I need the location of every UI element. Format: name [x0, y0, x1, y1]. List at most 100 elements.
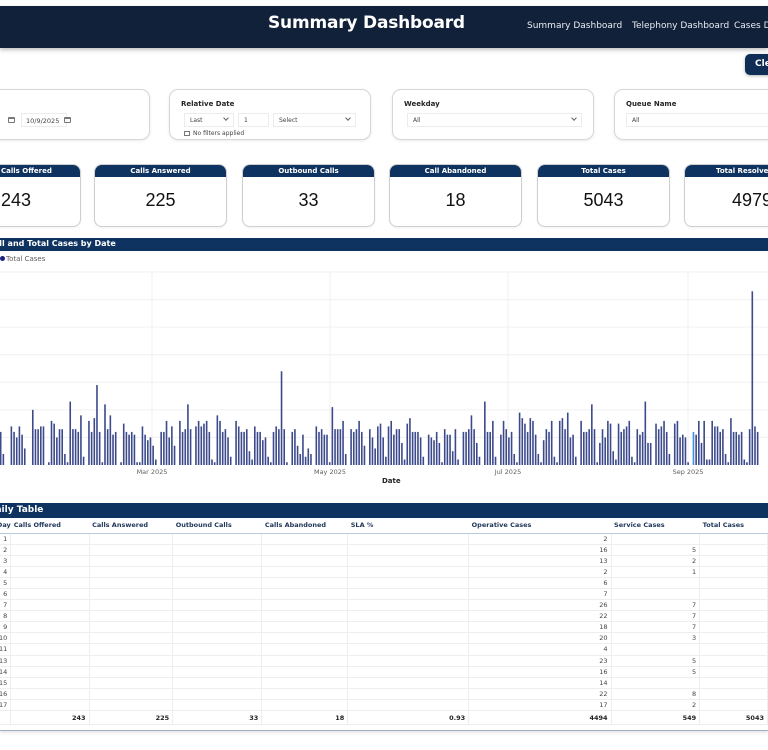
- bar-total-cases[interactable]: [189, 429, 192, 465]
- bar-total-cases[interactable]: [264, 437, 267, 465]
- bar-total-cases[interactable]: [112, 434, 114, 465]
- bar-total-cases[interactable]: [738, 434, 740, 465]
- bar-total-cases[interactable]: [583, 431, 585, 465]
- bar-total-cases[interactable]: [53, 423, 55, 465]
- bar-total-cases[interactable]: [61, 429, 64, 465]
- bar-total-cases[interactable]: [449, 434, 451, 465]
- bar-total-cases[interactable]: [572, 434, 574, 465]
- relative-count-input[interactable]: 1: [238, 113, 269, 127]
- bar-total-cases[interactable]: [550, 420, 553, 465]
- bar-total-cases[interactable]: [227, 437, 229, 465]
- table-row[interactable]: 14 165: [0, 666, 768, 678]
- bar-total-cases[interactable]: [484, 401, 486, 465]
- bar-total-cases[interactable]: [323, 434, 326, 465]
- bar-total-cases[interactable]: [280, 371, 283, 465]
- bar-total-cases[interactable]: [77, 431, 80, 465]
- bar-total-cases[interactable]: [419, 437, 422, 465]
- weekday-select[interactable]: All: [407, 113, 582, 127]
- bar-total-cases[interactable]: [534, 434, 537, 465]
- bar-total-cases[interactable]: [462, 431, 465, 465]
- table-row[interactable]: 1514: [0, 677, 768, 689]
- end-date-input[interactable]: 10/9/2025: [21, 113, 67, 127]
- bar-total-cases[interactable]: [727, 462, 730, 465]
- bar-total-cases[interactable]: [352, 431, 355, 465]
- bar-total-cases[interactable]: [326, 434, 328, 465]
- nav-cases-dashboard[interactable]: Cases Dashboard: [734, 21, 768, 31]
- bar-total-cases[interactable]: [37, 429, 39, 465]
- bar-total-cases[interactable]: [591, 404, 593, 465]
- bar-total-cases[interactable]: [69, 401, 72, 465]
- bar-total-cases[interactable]: [245, 429, 248, 465]
- bar-total-cases[interactable]: [513, 453, 516, 465]
- bar-total-cases[interactable]: [730, 418, 732, 465]
- bar-total-cases[interactable]: [417, 431, 419, 465]
- bar-total-cases[interactable]: [243, 431, 245, 465]
- bar-total-cases[interactable]: [256, 431, 259, 465]
- bar-total-cases[interactable]: [625, 426, 628, 465]
- bar-total-cases[interactable]: [235, 420, 237, 465]
- bar-total-cases[interactable]: [612, 451, 615, 465]
- bar-total-cases[interactable]: [23, 448, 26, 465]
- bar-total-cases[interactable]: [454, 429, 457, 465]
- bar-total-cases[interactable]: [574, 456, 577, 465]
- bar-total-cases[interactable]: [446, 434, 449, 465]
- bar-total-cases[interactable]: [411, 431, 414, 465]
- bar-total-cases[interactable]: [435, 431, 438, 465]
- bar-total-cases[interactable]: [740, 431, 743, 465]
- bar-total-cases[interactable]: [147, 440, 149, 465]
- bar-total-cases[interactable]: [676, 420, 679, 465]
- bar-total-cases[interactable]: [197, 420, 200, 465]
- bar-total-cases[interactable]: [101, 462, 104, 465]
- queue-name-select[interactable]: All: [626, 113, 768, 127]
- bar-total-cases[interactable]: [315, 426, 318, 465]
- bar-total-cases[interactable]: [403, 459, 406, 465]
- bar-total-cases[interactable]: [355, 429, 358, 465]
- bar-total-cases[interactable]: [0, 431, 2, 465]
- bar-total-cases[interactable]: [58, 429, 61, 465]
- bar-total-cases[interactable]: [56, 437, 58, 465]
- bar-total-cases[interactable]: [267, 456, 269, 465]
- column-header[interactable]: Total Cases: [699, 518, 768, 534]
- column-header[interactable]: SLA %: [347, 518, 469, 534]
- bar-total-cases[interactable]: [377, 426, 379, 465]
- table-row[interactable]: 13 235: [0, 655, 768, 667]
- bar-total-cases[interactable]: [706, 459, 708, 465]
- bar-total-cases[interactable]: [657, 429, 660, 465]
- calendar-icon[interactable]: [64, 117, 71, 123]
- bar-total-cases[interactable]: [200, 426, 203, 465]
- bar-total-cases[interactable]: [401, 442, 403, 465]
- bar-total-cases[interactable]: [580, 420, 582, 465]
- bar-total-cases[interactable]: [647, 442, 649, 465]
- bar-total-cases[interactable]: [633, 462, 636, 465]
- column-header[interactable]: Calls Answered: [89, 518, 173, 534]
- bar-total-cases[interactable]: [593, 429, 596, 465]
- bar-total-cases[interactable]: [88, 420, 90, 465]
- bar-total-cases[interactable]: [540, 462, 542, 465]
- bar-total-cases[interactable]: [179, 420, 181, 465]
- bar-total-cases[interactable]: [334, 429, 336, 465]
- bar-total-cases[interactable]: [649, 442, 652, 465]
- bar-total-cases[interactable]: [516, 462, 518, 465]
- bar-total-cases[interactable]: [114, 431, 117, 465]
- bar-total-cases[interactable]: [307, 448, 310, 465]
- bar-total-cases[interactable]: [187, 404, 189, 465]
- bar-total-cases[interactable]: [219, 420, 221, 465]
- bar-total-cases[interactable]: [272, 431, 275, 465]
- bar-total-cases[interactable]: [636, 429, 639, 465]
- bar-total-cases[interactable]: [398, 429, 401, 465]
- bar-total-cases[interactable]: [299, 453, 302, 465]
- bar-total-cases[interactable]: [599, 442, 601, 465]
- bar-total-cases[interactable]: [96, 385, 98, 465]
- bar-total-cases[interactable]: [518, 412, 521, 465]
- bar-total-cases[interactable]: [374, 448, 376, 465]
- nav-telephony-dashboard[interactable]: Telephony Dashboard: [632, 21, 730, 31]
- bar-total-cases[interactable]: [561, 418, 564, 465]
- bar-total-cases[interactable]: [262, 440, 264, 465]
- bar-total-cases[interactable]: [556, 462, 558, 465]
- column-header[interactable]: Day: [0, 518, 11, 534]
- bar-total-cases[interactable]: [363, 445, 366, 465]
- calendar-icon[interactable]: [8, 117, 15, 123]
- bar-total-cases[interactable]: [422, 456, 425, 465]
- bar-total-cases[interactable]: [585, 431, 588, 465]
